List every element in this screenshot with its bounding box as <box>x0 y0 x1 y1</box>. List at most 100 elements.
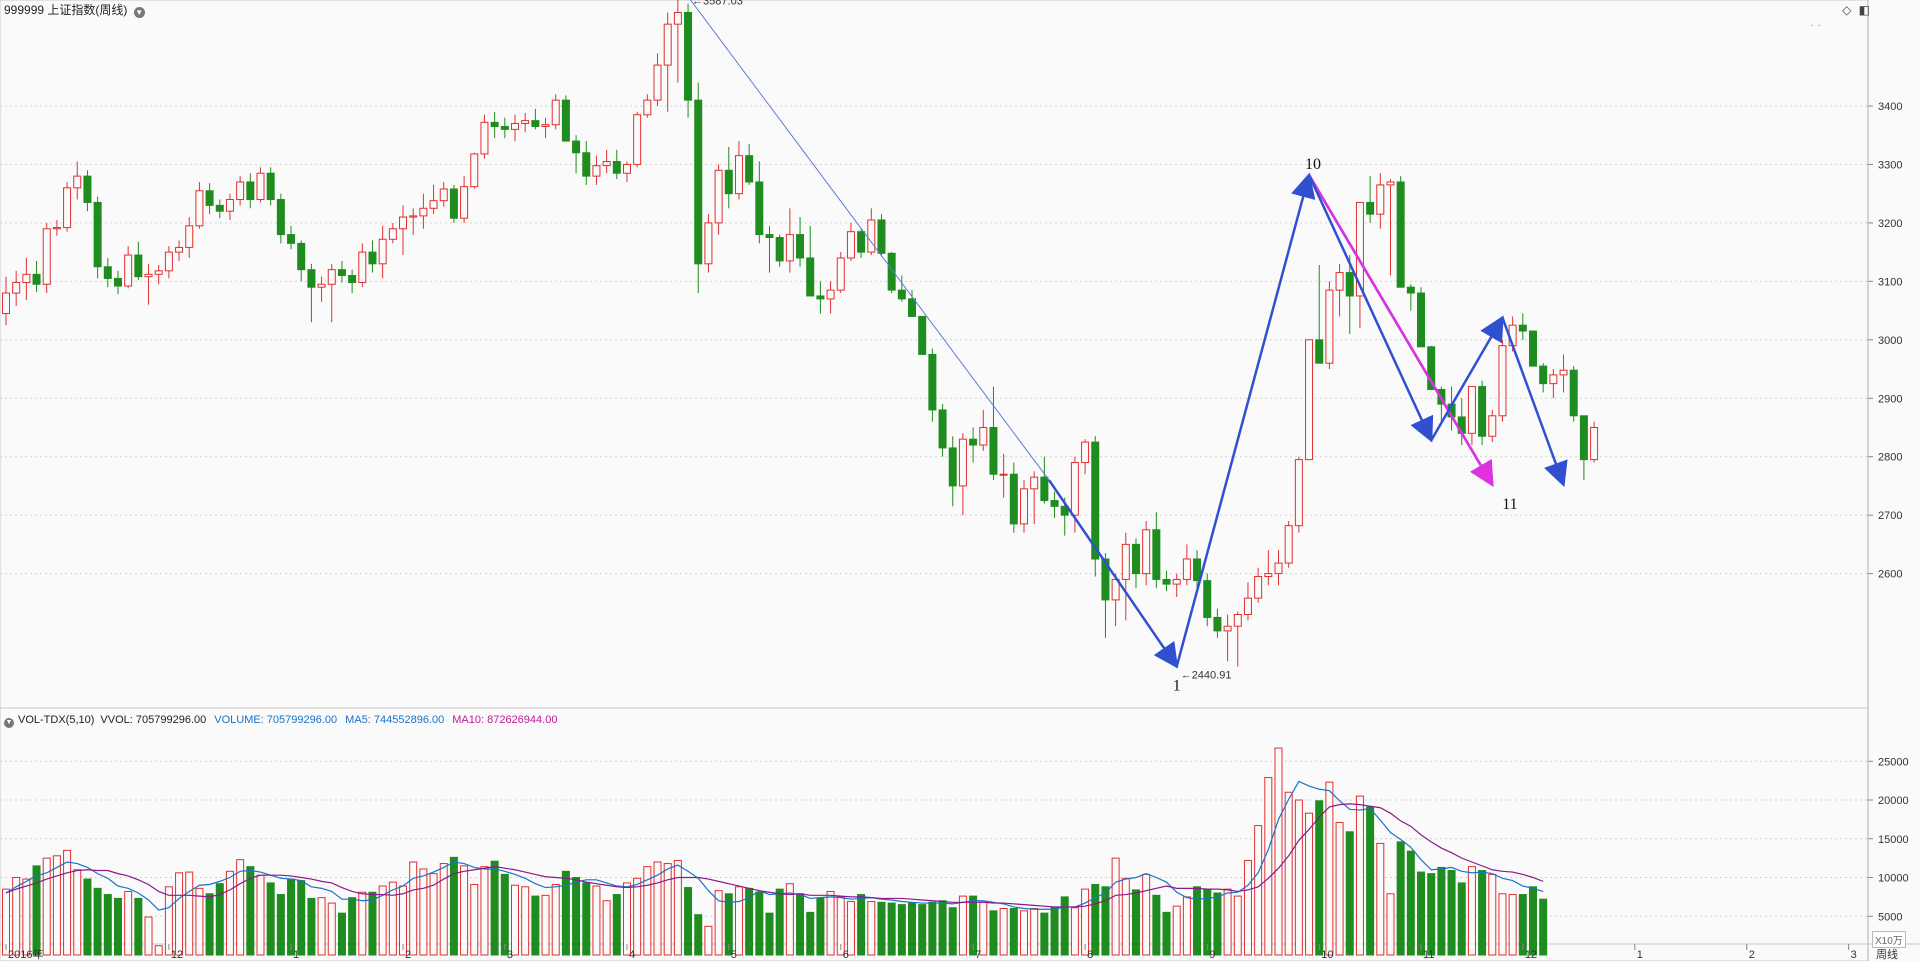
volume-bar <box>42 857 51 956</box>
volume-bar <box>1315 800 1324 956</box>
date-tick-label: 2 <box>1749 949 1755 961</box>
candle-body <box>836 257 845 291</box>
candle-body <box>684 11 693 101</box>
candle-body <box>969 438 978 446</box>
volume-bar <box>1050 906 1059 956</box>
symbol-header[interactable]: 999999 上证指数(周线) ▼ <box>4 2 145 18</box>
volume-bar <box>857 894 866 956</box>
volume-bar <box>409 861 418 956</box>
volume-bar <box>511 884 519 956</box>
volume-bar <box>1447 870 1456 956</box>
volume-bar <box>836 896 845 956</box>
candle-body <box>1498 345 1507 417</box>
candle-body <box>1142 529 1151 575</box>
volume-bar <box>1518 894 1527 956</box>
candle-body <box>1549 374 1558 385</box>
candle-body <box>1315 339 1324 364</box>
candle-body <box>175 246 184 253</box>
volume-bar <box>103 894 112 956</box>
volume-bar <box>775 888 784 956</box>
candle-body <box>348 275 357 284</box>
volume-bar <box>460 865 469 956</box>
volume-bar <box>93 887 102 956</box>
volume-bar <box>867 901 876 956</box>
volume-bar <box>1040 912 1049 956</box>
volume-bar <box>1233 895 1242 956</box>
candle-body <box>1335 272 1344 291</box>
volume-bar <box>989 910 998 956</box>
volume-bar <box>368 891 377 956</box>
volume-bar <box>1264 777 1273 956</box>
candle-body <box>999 473 1008 476</box>
candle-body <box>551 99 560 126</box>
volume-bar <box>1121 877 1130 956</box>
volume-bar <box>1081 888 1090 956</box>
diamond-icon[interactable]: ◇ <box>1842 3 1852 17</box>
period-label[interactable]: 周线 <box>1876 949 1898 961</box>
candle-body <box>1121 543 1130 580</box>
candle-body <box>1050 500 1059 507</box>
candle-body <box>1366 201 1375 215</box>
volume-bar <box>1305 812 1314 956</box>
candle-body <box>561 99 570 142</box>
ma10-line <box>5 803 1544 908</box>
candle-body <box>745 155 754 183</box>
symbol-menu-icon[interactable]: ▼ <box>133 7 145 18</box>
candle-body <box>1274 562 1283 575</box>
candle-body <box>1060 505 1069 516</box>
candle-body <box>948 447 957 487</box>
candle-body <box>857 231 866 253</box>
panel-toggle-icon[interactable]: ◧ <box>1858 3 1870 17</box>
candle-body <box>1070 462 1079 516</box>
candle-body <box>1040 476 1049 502</box>
candle-body <box>113 277 122 287</box>
volume-unit-label: X10万 <box>1872 931 1906 948</box>
volume-bar <box>1131 889 1140 956</box>
volume-bar <box>765 912 774 956</box>
volume-bar <box>785 883 794 956</box>
candle-body <box>1243 597 1252 616</box>
volume-tick-label: 15000 <box>1878 834 1909 846</box>
volume-bar <box>999 908 1008 956</box>
volume-bar <box>1417 871 1426 956</box>
volume-bar <box>897 904 906 956</box>
candle-body <box>1131 543 1140 575</box>
price-tick-label: 2800 <box>1878 452 1902 464</box>
volume-menu-icon[interactable]: ▼ <box>4 718 14 728</box>
date-tick-label: 3 <box>507 949 513 961</box>
price-tick-label: 2900 <box>1878 393 1902 405</box>
candle-body <box>826 289 835 300</box>
candle-body <box>1406 286 1415 294</box>
volume-bar <box>154 945 163 956</box>
candle-body <box>1284 525 1293 564</box>
candle-body <box>236 181 245 201</box>
volume-bar <box>256 874 265 956</box>
volume-bar <box>714 890 723 956</box>
candle-body <box>1264 573 1273 578</box>
volume-bar <box>1498 893 1507 956</box>
candle-body <box>531 120 540 127</box>
volume-bar <box>1467 866 1476 956</box>
volume-bar <box>205 893 214 956</box>
candle-body <box>1467 386 1476 434</box>
candle-body <box>439 188 448 202</box>
candle-body <box>480 121 489 155</box>
candle-body <box>1539 365 1548 385</box>
candle-body <box>765 234 774 239</box>
date-tick-label: 10 <box>1321 949 1333 961</box>
wave-subline <box>1430 315 1504 441</box>
volume-bar <box>572 877 581 956</box>
candle-body <box>1355 201 1364 297</box>
volume-bar <box>663 863 672 956</box>
date-tick-label: 9 <box>1209 949 1215 961</box>
volume-bar <box>1335 821 1344 956</box>
candle-body <box>694 99 703 265</box>
candle-body <box>592 165 601 177</box>
wave-line <box>1307 174 1494 487</box>
candle-body <box>918 315 927 355</box>
candle-body <box>185 225 194 248</box>
volume-bar <box>1508 894 1517 956</box>
volume-bar <box>449 856 458 956</box>
wave-line <box>1047 479 1179 669</box>
